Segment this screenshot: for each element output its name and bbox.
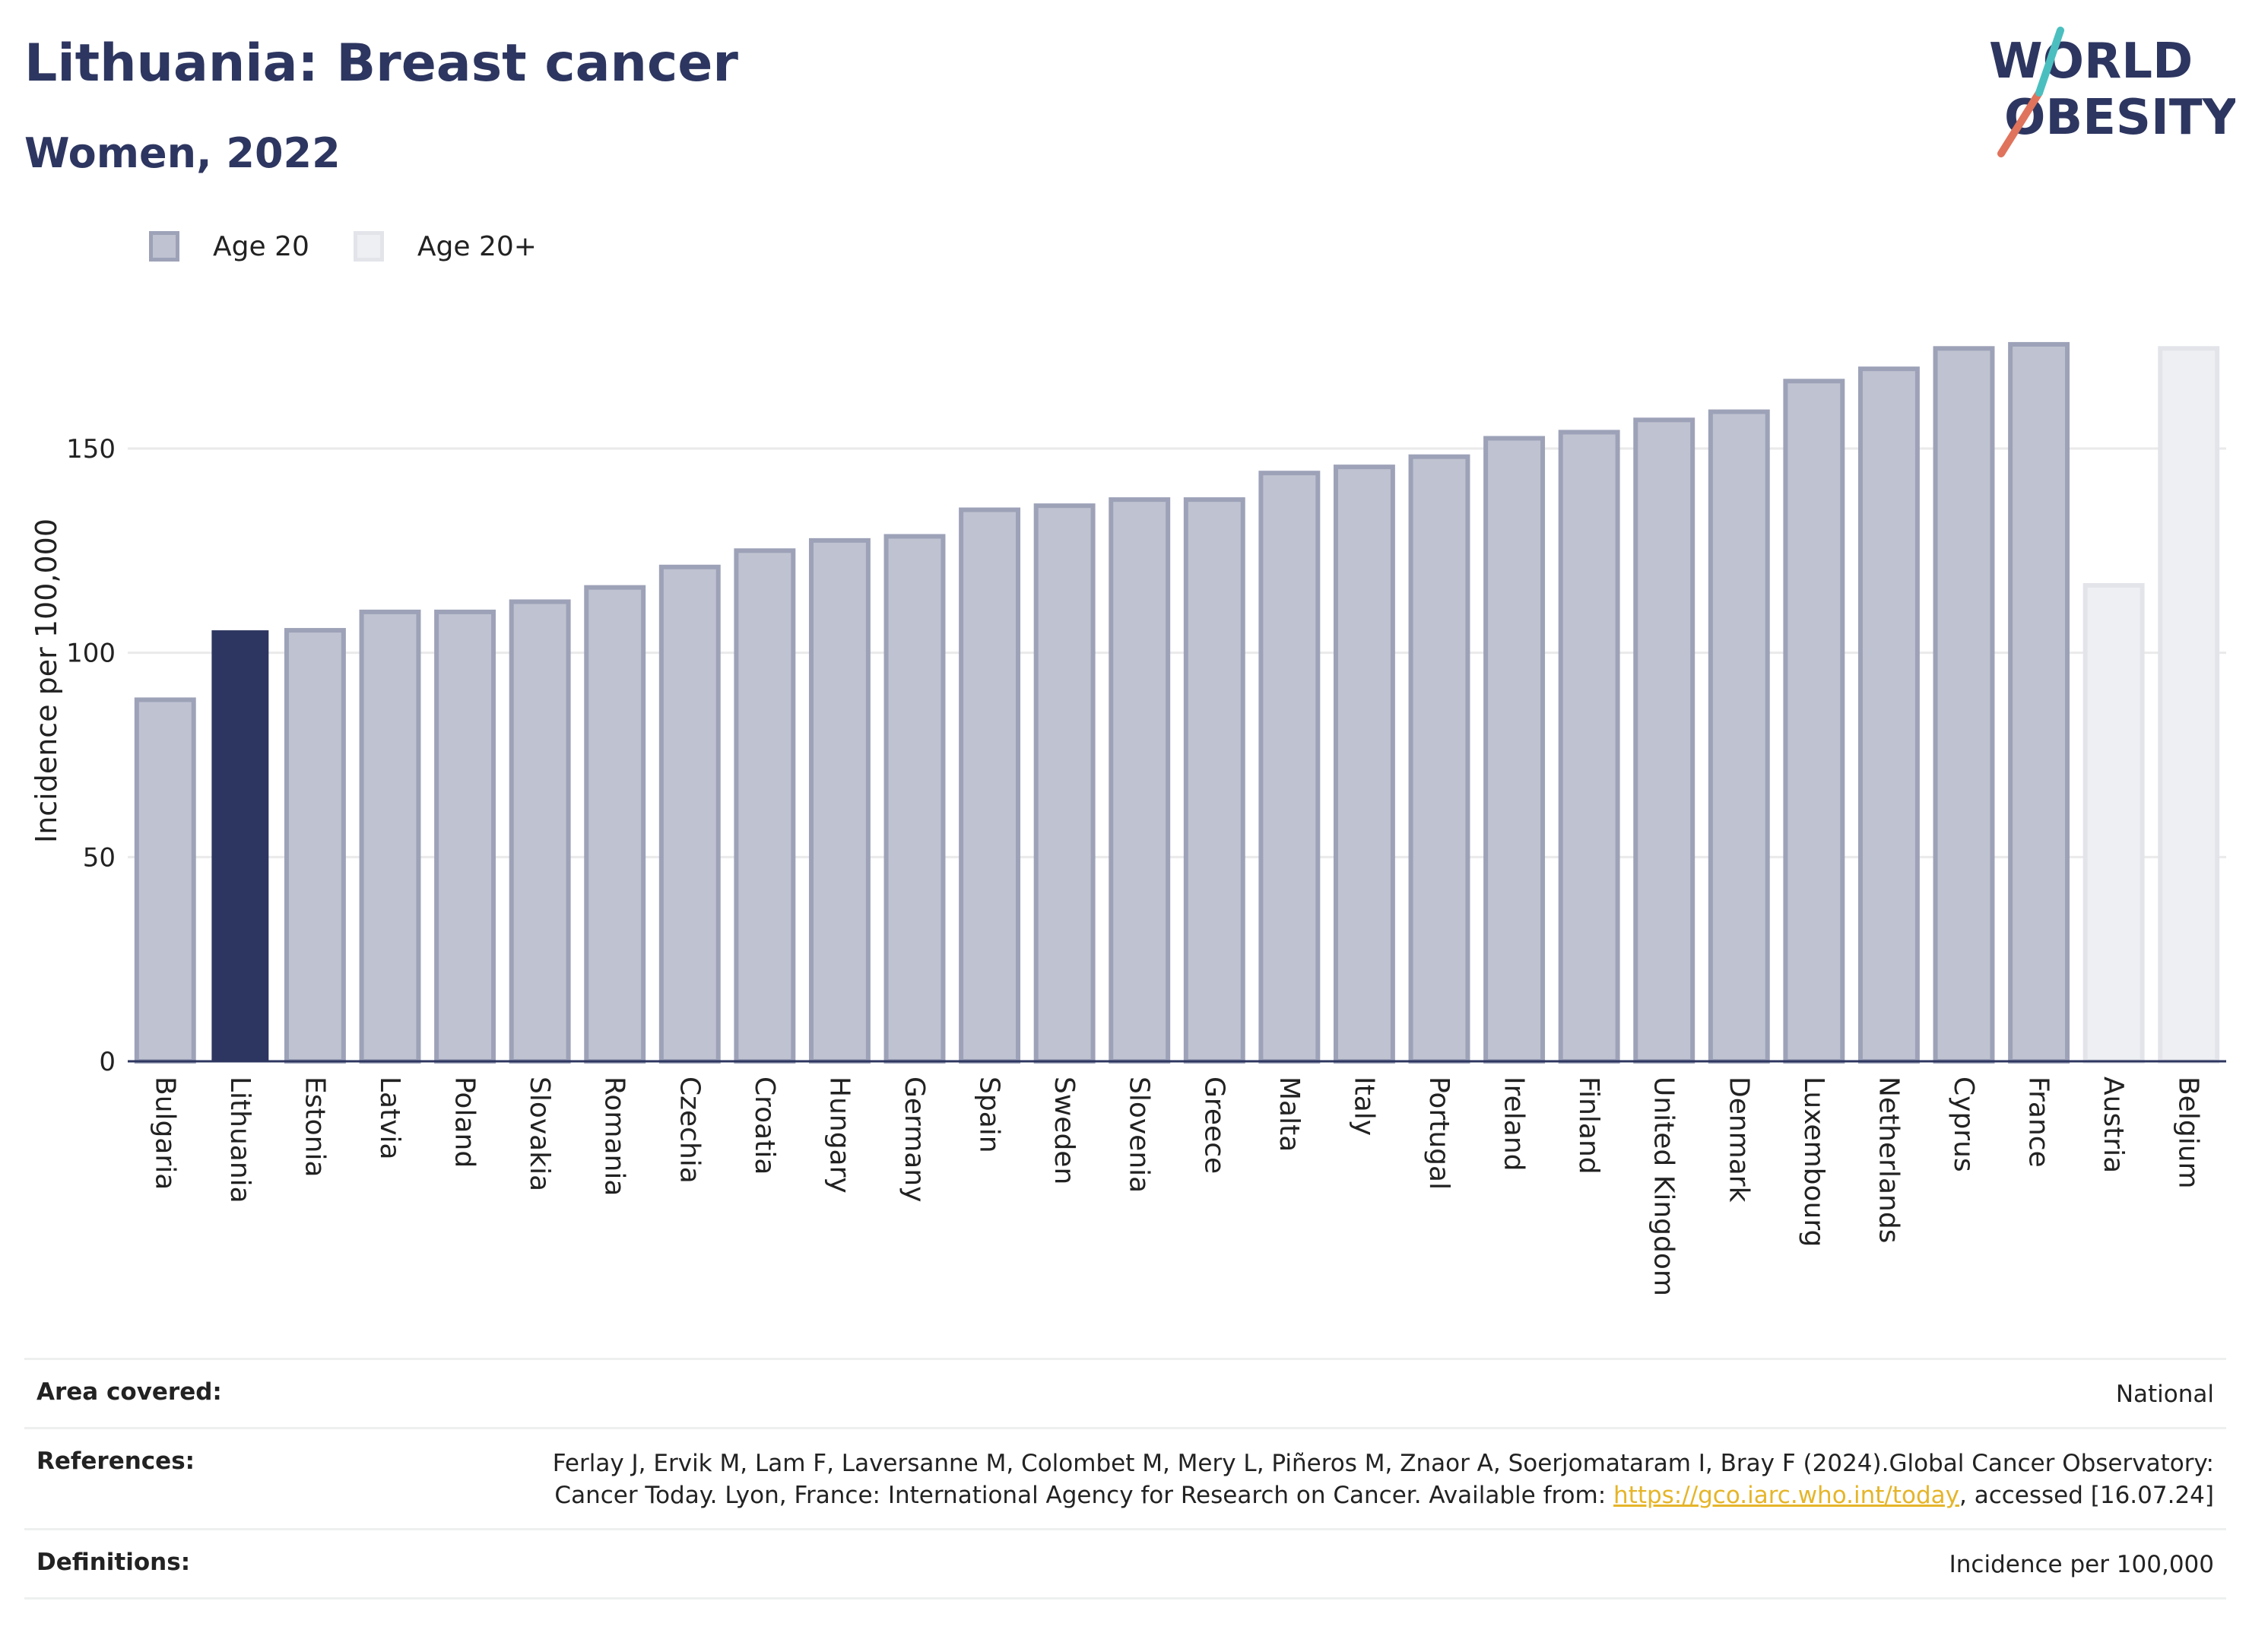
- legend-item-age20[interactable]: Age 20: [149, 231, 309, 262]
- bar-croatia[interactable]: [734, 548, 796, 1064]
- legend-label-age20: Age 20: [213, 230, 309, 262]
- bar-bulgaria[interactable]: [134, 697, 196, 1064]
- x-tick-label-united-kingdom: United Kingdom: [1648, 1076, 1680, 1296]
- references-label: References:: [36, 1447, 195, 1475]
- bar-sweden[interactable]: [1033, 503, 1096, 1064]
- y-axis-label: Incidence per 100,000: [30, 518, 63, 843]
- x-tick-label-luxembourg: Luxembourg: [1798, 1076, 1829, 1247]
- x-tick-label-belgium: Belgium: [2173, 1076, 2204, 1189]
- info-row-area: Area covered: National: [24, 1358, 2226, 1427]
- x-tick-label-netherlands: Netherlands: [1873, 1076, 1904, 1243]
- bar-malta[interactable]: [1258, 471, 1321, 1064]
- x-tick-label-cyprus: Cyprus: [1948, 1076, 1979, 1172]
- x-tick-label-italy: Italy: [1348, 1076, 1379, 1136]
- bar-czechia[interactable]: [658, 564, 721, 1064]
- x-tick-label-germany: Germany: [899, 1076, 930, 1202]
- x-tick-label-estonia: Estonia: [299, 1076, 330, 1178]
- definitions-label: Definitions:: [36, 1549, 191, 1576]
- bar-estonia[interactable]: [284, 628, 346, 1064]
- info-row-references: References: Ferlay J, Ervik M, Lam F, La…: [24, 1427, 2226, 1528]
- logo-line2: OBESITY: [2004, 90, 2235, 146]
- bar-germany[interactable]: [883, 534, 946, 1064]
- logo-slash-teal: [2035, 27, 2064, 97]
- x-tick-label-sweden: Sweden: [1048, 1076, 1080, 1184]
- x-tick-label-romania: Romania: [599, 1076, 630, 1196]
- x-tick-label-croatia: Croatia: [749, 1076, 780, 1175]
- chart-legend: Age 20 Age 20+: [149, 225, 581, 268]
- x-axis-category-labels: Bulgaria Lithuania Estonia Latvia Poland Slov…: [149, 1076, 2203, 1296]
- x-tick-label-latvia: Latvia: [374, 1076, 405, 1160]
- x-tick-label-bulgaria: Bulgaria: [149, 1076, 180, 1190]
- info-row-definitions: Definitions: Incidence per 100,000: [24, 1528, 2226, 1600]
- x-tick-label-greece: Greece: [1198, 1076, 1229, 1174]
- x-tick-label-denmark: Denmark: [1723, 1076, 1754, 1203]
- bar-netherlands[interactable]: [1857, 366, 1920, 1064]
- bar-denmark[interactable]: [1708, 409, 1770, 1064]
- references-link[interactable]: https://gco.iarc.who.int/today: [1613, 1482, 1959, 1509]
- legend-label-age20plus: Age 20+: [417, 230, 537, 262]
- bar-austria[interactable]: [2082, 582, 2145, 1064]
- area-covered-value: National: [2115, 1381, 2214, 1408]
- legend-swatch-age20plus: [353, 231, 384, 262]
- bar-spain[interactable]: [959, 507, 1021, 1064]
- bar-united-kingdom[interactable]: [1633, 417, 1695, 1064]
- x-tick-label-portugal: Portugal: [1423, 1076, 1454, 1190]
- world-obesity-logo: WORLD OBESITY: [1989, 27, 2235, 157]
- references-text: Ferlay J, Ervik M, Lam F, Laversanne M, …: [552, 1450, 2214, 1509]
- bar-ireland[interactable]: [1483, 436, 1546, 1064]
- references-accessed: , accessed [16.07.24]: [1959, 1482, 2214, 1509]
- y-tick-label-0: 0: [99, 1047, 116, 1077]
- x-tick-label-hungary: Hungary: [823, 1076, 855, 1194]
- bar-latvia[interactable]: [359, 609, 421, 1064]
- bar-luxembourg[interactable]: [1783, 379, 1845, 1064]
- x-tick-label-poland: Poland: [449, 1076, 481, 1168]
- x-tick-label-czechia: Czechia: [674, 1076, 705, 1184]
- x-tick-label-slovenia: Slovenia: [1124, 1076, 1155, 1193]
- x-tick-label-malta: Malta: [1274, 1076, 1305, 1152]
- legend-item-age20plus[interactable]: Age 20+: [353, 230, 537, 262]
- bar-poland[interactable]: [434, 609, 496, 1064]
- bar-italy[interactable]: [1333, 465, 1395, 1064]
- x-tick-label-lithuania: Lithuania: [224, 1076, 255, 1203]
- y-tick-label-100: 100: [66, 639, 116, 669]
- area-covered-label: Area covered:: [36, 1378, 222, 1406]
- bar-romania[interactable]: [584, 585, 646, 1064]
- bar-lithuania[interactable]: [211, 630, 269, 1061]
- info-table: Area covered: National References: Ferla…: [24, 1358, 2226, 1600]
- y-axis-ticks: 0 50 100 150: [66, 434, 116, 1077]
- bar-finland[interactable]: [1558, 430, 1620, 1064]
- bar-greece[interactable]: [1183, 497, 1245, 1064]
- legend-swatch-age20: [149, 231, 179, 262]
- page-subtitle: Women, 2022: [24, 129, 341, 177]
- page-title: Lithuania: Breast cancer: [24, 33, 738, 94]
- bar-hungary[interactable]: [808, 537, 871, 1064]
- definitions-value: Incidence per 100,000: [1949, 1551, 2214, 1578]
- x-tick-label-ireland: Ireland: [1499, 1076, 1530, 1172]
- x-tick-label-austria: Austria: [2098, 1076, 2129, 1173]
- y-tick-label-50: 50: [83, 842, 116, 873]
- references-value: Ferlay J, Ervik M, Lam F, Laversanne M, …: [465, 1447, 2214, 1511]
- bar-chart: 0 50 100 150 Bulgaria Lithuania Estonia Latvia…: [30, 341, 2226, 1296]
- x-tick-label-spain: Spain: [974, 1076, 1005, 1153]
- bar-portugal[interactable]: [1408, 454, 1470, 1064]
- y-tick-label-150: 150: [66, 434, 116, 465]
- bar-slovakia[interactable]: [509, 599, 571, 1064]
- x-tick-label-france: France: [2023, 1076, 2054, 1168]
- bar-slovenia[interactable]: [1109, 497, 1171, 1064]
- logo-slash-red: [1997, 89, 2043, 157]
- bar-belgium[interactable]: [2158, 346, 2220, 1064]
- bar-cyprus[interactable]: [1933, 346, 1995, 1064]
- x-tick-label-slovakia: Slovakia: [524, 1076, 555, 1191]
- x-tick-label-finland: Finland: [1573, 1076, 1604, 1175]
- chart-bars: [134, 341, 2220, 1064]
- bar-france[interactable]: [2008, 341, 2070, 1064]
- logo-line1: WORLD: [1989, 33, 2193, 90]
